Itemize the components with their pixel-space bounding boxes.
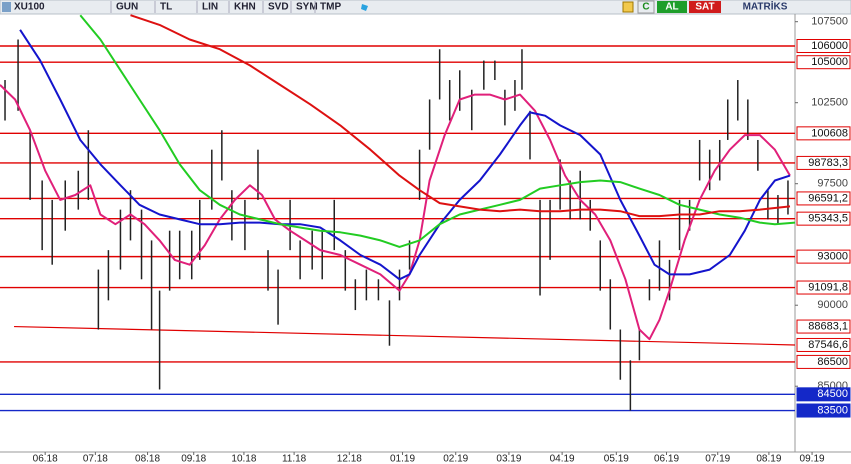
level-label-box xyxy=(796,337,851,352)
toolbar-button[interactable]: TL xyxy=(160,2,172,13)
x-tick-label: 08.18 xyxy=(135,454,160,464)
level-label-box xyxy=(796,126,851,141)
x-tick-label: 09.19 xyxy=(800,454,825,464)
x-tick-label: 06.19 xyxy=(654,454,679,464)
level-label: 86500 xyxy=(817,356,848,368)
y-tick-label: 90000 xyxy=(817,299,848,311)
toolbar-button[interactable]: KHN xyxy=(234,2,256,13)
level-label: 91091,8 xyxy=(808,281,848,293)
toolbar-button[interactable]: SYM xyxy=(296,2,318,13)
x-tick-label: 02.19 xyxy=(443,454,468,464)
level-label-box xyxy=(796,354,851,369)
level-label-box xyxy=(796,387,851,402)
action-button[interactable] xyxy=(637,0,655,14)
level-label-box xyxy=(796,211,851,226)
toolbar-button[interactable]: GUN xyxy=(116,2,138,13)
level-label: 95343,5 xyxy=(808,213,848,225)
action-label[interactable]: C xyxy=(642,2,649,13)
level-label: 83500 xyxy=(817,404,848,416)
y-tick-label: 102500 xyxy=(811,97,848,109)
level-label-box xyxy=(796,38,851,53)
level-label: 100608 xyxy=(811,127,848,139)
level-label: 105000 xyxy=(811,56,848,68)
x-tick-label: 07.19 xyxy=(705,454,730,464)
tool-icon[interactable] xyxy=(622,1,634,13)
x-tick-label: 03.19 xyxy=(496,454,521,464)
plot-area xyxy=(0,14,795,412)
level-label-box xyxy=(796,319,851,334)
sell-button[interactable] xyxy=(689,1,721,13)
level-label: 93000 xyxy=(817,251,848,263)
level-label: 106000 xyxy=(811,40,848,52)
level-label: 96591,2 xyxy=(808,192,848,204)
toolbar-button[interactable]: TMP xyxy=(320,2,341,13)
twitter-icon[interactable] xyxy=(361,4,368,11)
level-label-box xyxy=(796,191,851,206)
x-tick-label: 08.19 xyxy=(756,454,781,464)
level-label-box xyxy=(796,155,851,170)
moving-average-line xyxy=(130,14,791,218)
x-tick-label: 01.19 xyxy=(390,454,415,464)
level-label-box xyxy=(796,403,851,418)
level-label-box xyxy=(796,55,851,70)
y-tick-label: 107500 xyxy=(811,16,848,28)
x-tick-label: 11.18 xyxy=(282,454,307,464)
x-tick-label: 06.18 xyxy=(33,454,58,464)
level-label-box xyxy=(796,249,851,264)
level-label: 84500 xyxy=(817,388,848,400)
level-label: 88683,1 xyxy=(808,320,848,332)
moving-average-line xyxy=(19,29,791,281)
symbol-icon[interactable] xyxy=(2,2,11,12)
x-tick-label: 10.18 xyxy=(231,454,256,464)
x-tick-label: 09.18 xyxy=(181,454,206,464)
level-label-box xyxy=(796,280,851,295)
moving-average-line xyxy=(79,14,795,248)
trendline xyxy=(14,325,795,346)
level-label: 98783,3 xyxy=(808,157,848,169)
x-tick-label: 12.18 xyxy=(337,454,362,464)
x-tick-label: 04.19 xyxy=(550,454,575,464)
level-label: 87546,6 xyxy=(808,339,848,351)
buy-button[interactable] xyxy=(657,1,687,13)
buy-label[interactable]: AL xyxy=(665,2,678,13)
toolbar-button[interactable]: SVD xyxy=(268,2,289,13)
brand: MATRİKS xyxy=(743,0,788,13)
x-tick-label: 07.18 xyxy=(83,454,108,464)
symbol[interactable]: XU100 xyxy=(14,2,45,13)
toolbar-button[interactable]: LIN xyxy=(202,2,218,13)
sell-label[interactable]: SAT xyxy=(695,2,714,13)
y-tick-label: 97500 xyxy=(817,178,848,190)
x-tick-label: 05.19 xyxy=(604,454,629,464)
